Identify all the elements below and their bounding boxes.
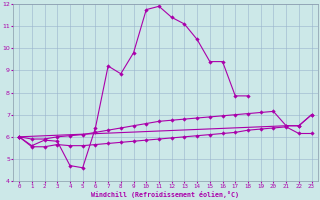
X-axis label: Windchill (Refroidissement éolien,°C): Windchill (Refroidissement éolien,°C) bbox=[91, 191, 239, 198]
